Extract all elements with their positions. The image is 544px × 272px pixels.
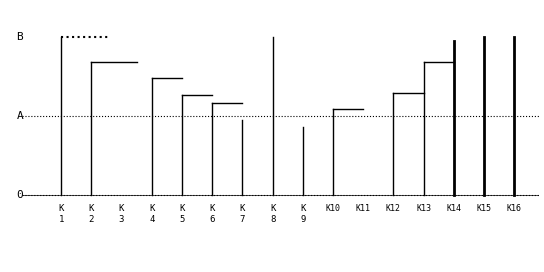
Text: K: K [119, 204, 124, 213]
Text: 9: 9 [300, 215, 306, 224]
Text: K15: K15 [477, 204, 492, 213]
Text: 3: 3 [119, 215, 124, 224]
Text: K11: K11 [356, 204, 371, 213]
Text: 2: 2 [89, 215, 94, 224]
Text: 8: 8 [270, 215, 275, 224]
Text: K: K [58, 204, 64, 213]
Text: A: A [16, 111, 23, 120]
Text: K13: K13 [416, 204, 431, 213]
Text: K: K [209, 204, 215, 213]
Text: K10: K10 [325, 204, 341, 213]
Text: K: K [240, 204, 245, 213]
Text: 1: 1 [58, 215, 64, 224]
Text: K: K [270, 204, 275, 213]
Text: B: B [16, 32, 23, 42]
Text: 5: 5 [180, 215, 184, 224]
Text: K16: K16 [507, 204, 522, 213]
Text: 0: 0 [16, 190, 23, 200]
Text: K: K [300, 204, 306, 213]
Text: K14: K14 [447, 204, 461, 213]
Text: 6: 6 [209, 215, 215, 224]
Text: K12: K12 [386, 204, 401, 213]
Text: 4: 4 [149, 215, 154, 224]
Text: 7: 7 [240, 215, 245, 224]
Text: K: K [89, 204, 94, 213]
Text: K: K [149, 204, 154, 213]
Text: K: K [180, 204, 184, 213]
